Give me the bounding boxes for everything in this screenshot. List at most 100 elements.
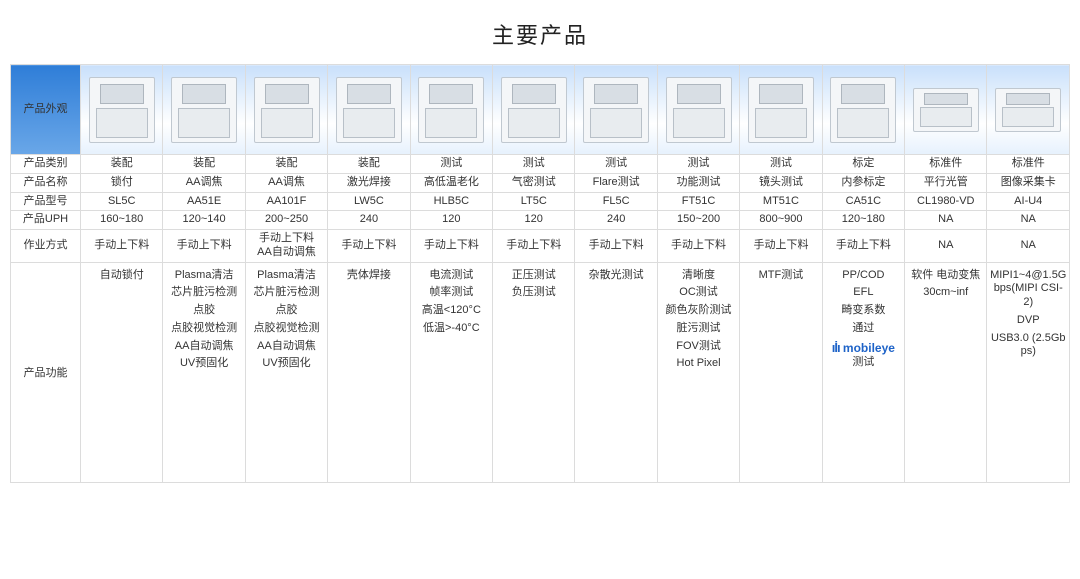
func-line: 正压测试 <box>495 269 572 283</box>
machine-icon <box>995 88 1061 132</box>
func-line: 壳体焊接 <box>330 269 407 283</box>
cell-category: 装配 <box>245 155 327 174</box>
cell-name: 功能测试 <box>657 173 739 192</box>
row-name: 产品名称 锁付 AA调焦 AA调焦 激光焊接 高低温老化 气密测试 Flare测… <box>11 173 1070 192</box>
cell-work: 手动上下料 <box>740 230 822 263</box>
cell-model: AA51E <box>163 192 245 211</box>
cell-work: NA <box>905 230 987 263</box>
cell-work: 手动上下料 <box>163 230 245 263</box>
func-line: AA自动调焦 <box>248 340 325 354</box>
product-image-cell <box>987 65 1070 155</box>
cell-uph: 200~250 <box>245 211 327 230</box>
cell-name: Flare测试 <box>575 173 657 192</box>
cell-name: 内参标定 <box>822 173 904 192</box>
func-line: 杂散光测试 <box>577 269 654 283</box>
cell-work: 手动上下料 <box>493 230 575 263</box>
cell-name: AA调焦 <box>245 173 327 192</box>
cell-func: MTF测试 <box>740 262 822 482</box>
func-line: 帧率测试 <box>413 286 490 300</box>
func-line: MTF测试 <box>742 269 819 283</box>
cell-name: 图像采集卡 <box>987 173 1070 192</box>
product-image-cell <box>905 65 987 155</box>
func-line: DVP <box>989 314 1067 328</box>
row-uph: 产品UPH 160~180 120~140 200~250 240 120 12… <box>11 211 1070 230</box>
cell-func: PP/CODEFL畸变系数通过ıİı mobileye测试 <box>822 262 904 482</box>
cell-work: 手动上下料 <box>410 230 492 263</box>
cell-category: 测试 <box>657 155 739 174</box>
func-line: 芯片脏污检测 <box>165 286 242 300</box>
cell-model: AI-U4 <box>987 192 1070 211</box>
func-line: 清晰度 <box>660 269 737 283</box>
cell-category: 标准件 <box>905 155 987 174</box>
func-line: 芯片脏污检测 <box>248 286 325 300</box>
cell-uph: NA <box>905 211 987 230</box>
func-line: 软件 电动变焦 <box>907 269 984 283</box>
func-line: OC测试 <box>660 286 737 300</box>
cell-category: 标准件 <box>987 155 1070 174</box>
cell-model: LW5C <box>328 192 410 211</box>
cell-func: 正压测试负压测试 <box>493 262 575 482</box>
func-line: UV预固化 <box>165 357 242 371</box>
product-table: 产品外观 产品类别 装配 装配 装配 装配 测试 测试 测试 测试 测试 标定 … <box>10 64 1070 483</box>
row-func: 产品功能 自动锁付 Plasma清洁芯片脏污检测点胶点胶视觉检测AA自动调焦UV… <box>11 262 1070 482</box>
cell-model: MT51C <box>740 192 822 211</box>
func-line: 点胶视觉检测 <box>165 322 242 336</box>
cell-work: 手动上下料 <box>328 230 410 263</box>
cell-category: 测试 <box>575 155 657 174</box>
product-image-cell <box>81 65 163 155</box>
cell-category: 标定 <box>822 155 904 174</box>
row-label-uph: 产品UPH <box>11 211 81 230</box>
func-line: EFL <box>825 286 902 300</box>
product-image-cell <box>328 65 410 155</box>
cell-uph: 240 <box>575 211 657 230</box>
func-line: FOV测试 <box>660 340 737 354</box>
cell-category: 测试 <box>410 155 492 174</box>
func-line: 畸变系数 <box>825 304 902 318</box>
func-line: 测试 <box>825 356 902 370</box>
row-label-model: 产品型号 <box>11 192 81 211</box>
func-line: 高温<120°C <box>413 304 490 318</box>
cell-name: 平行光管 <box>905 173 987 192</box>
func-line: 点胶视觉检测 <box>248 322 325 336</box>
cell-work: 手动上下料 <box>657 230 739 263</box>
cell-name: 锁付 <box>81 173 163 192</box>
cell-model: SL5C <box>81 192 163 211</box>
product-image-cell <box>245 65 327 155</box>
func-line: Hot Pixel <box>660 357 737 371</box>
cell-model: HLB5C <box>410 192 492 211</box>
func-line: 低温>-40°C <box>413 322 490 336</box>
cell-func: 软件 电动变焦30cm~inf <box>905 262 987 482</box>
cell-uph: NA <box>987 211 1070 230</box>
machine-icon <box>583 77 649 143</box>
cell-uph: 120~180 <box>822 211 904 230</box>
cell-func: 壳体焊接 <box>328 262 410 482</box>
cell-func: 电流测试帧率测试高温<120°C低温>-40°C <box>410 262 492 482</box>
func-line: 自动锁付 <box>83 269 160 283</box>
cell-uph: 240 <box>328 211 410 230</box>
func-line: 脏污测试 <box>660 322 737 336</box>
row-model: 产品型号 SL5C AA51E AA101F LW5C HLB5C LT5C F… <box>11 192 1070 211</box>
cell-uph: 120~140 <box>163 211 245 230</box>
func-line: 负压测试 <box>495 286 572 300</box>
func-line: MIPI1~4@1.5Gbps(MIPI CSI-2) <box>989 269 1067 310</box>
func-line: USB3.0 (2.5Gbps) <box>989 332 1067 360</box>
cell-name: 激光焊接 <box>328 173 410 192</box>
machine-icon <box>336 77 402 143</box>
cell-model: CL1980-VD <box>905 192 987 211</box>
row-label-exterior: 产品外观 <box>11 65 81 155</box>
cell-work: 手动上下料 AA自动调焦 <box>245 230 327 263</box>
row-exterior: 产品外观 <box>11 65 1070 155</box>
cell-uph: 150~200 <box>657 211 739 230</box>
machine-icon <box>913 88 979 132</box>
cell-uph: 160~180 <box>81 211 163 230</box>
func-line: UV预固化 <box>248 357 325 371</box>
cell-category: 测试 <box>740 155 822 174</box>
cell-category: 装配 <box>163 155 245 174</box>
func-line: 通过 <box>825 322 902 336</box>
cell-work: 手动上下料 <box>575 230 657 263</box>
machine-icon <box>418 77 484 143</box>
cell-func: 杂散光测试 <box>575 262 657 482</box>
cell-category: 装配 <box>81 155 163 174</box>
product-image-cell <box>822 65 904 155</box>
cell-name: 气密测试 <box>493 173 575 192</box>
